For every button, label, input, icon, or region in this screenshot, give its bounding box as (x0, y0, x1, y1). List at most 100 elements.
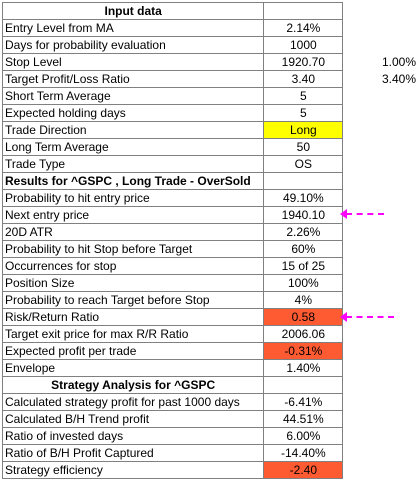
table-row: Expected holding days 5 (1, 104, 419, 122)
cell[interactable] (263, 376, 344, 394)
risk-return-arrow-icon (340, 312, 394, 322)
row-extra[interactable] (343, 37, 419, 54)
expected-profit-value[interactable]: -0.31% (263, 342, 344, 360)
row-extra[interactable] (343, 20, 419, 37)
next-entry-price-value[interactable]: 1940.10 (263, 206, 344, 224)
cell[interactable] (263, 2, 344, 20)
row-extra[interactable] (343, 156, 419, 173)
row-value[interactable]: 2.26% (263, 223, 344, 241)
row-label[interactable]: Probability to reach Target before Stop (1, 291, 265, 309)
row-value[interactable]: 15 of 25 (263, 257, 344, 275)
table-row: Trade Type OS (1, 155, 419, 173)
cell[interactable] (343, 292, 419, 309)
row-value[interactable]: 49.10% (263, 189, 344, 207)
cell[interactable] (343, 360, 419, 377)
table-row: Ratio of B/H Profit Captured -14.40% (1, 444, 419, 462)
table-row: Long Term Average 50 (1, 138, 419, 156)
row-label[interactable]: Entry Level from MA (1, 19, 265, 37)
table-row: Next entry price 1940.10 (1, 206, 419, 224)
table-row: Strategy Analysis for ^GSPC (1, 376, 419, 394)
row-label[interactable]: Probability to hit Stop before Target (1, 240, 265, 258)
row-value[interactable]: 2.14% (263, 19, 344, 37)
row-extra[interactable] (343, 122, 419, 139)
cell[interactable] (343, 377, 419, 394)
table-row: Days for probability evaluation 1000 (1, 36, 419, 54)
row-label[interactable]: Expected profit per trade (1, 342, 265, 360)
row-label[interactable]: Trade Direction (1, 121, 265, 139)
cell[interactable] (263, 172, 344, 190)
row-value[interactable]: 1000 (263, 36, 344, 54)
cell[interactable] (343, 428, 419, 445)
row-label[interactable]: Probability to hit entry price (1, 189, 265, 207)
row-value[interactable]: -14.40% (263, 444, 344, 462)
row-label[interactable]: Target Profit/Loss Ratio (1, 70, 265, 88)
row-label[interactable]: Envelope (1, 359, 265, 377)
cell[interactable] (343, 343, 419, 360)
strategy-efficiency-value[interactable]: -2.40 (263, 461, 344, 479)
row-extra[interactable] (343, 139, 419, 156)
cell[interactable] (343, 326, 419, 343)
row-label[interactable]: Days for probability evaluation (1, 36, 265, 54)
cell[interactable] (343, 173, 419, 190)
row-label[interactable]: Risk/Return Ratio (1, 308, 265, 326)
table-row: Expected profit per trade -0.31% (1, 342, 419, 360)
row-value[interactable]: 5 (263, 104, 344, 122)
row-value[interactable]: OS (263, 155, 344, 173)
row-label[interactable]: Stop Level (1, 53, 265, 71)
row-value[interactable]: -6.41% (263, 393, 344, 411)
row-value[interactable]: 4% (263, 291, 344, 309)
row-label[interactable]: Expected holding days (1, 104, 265, 122)
results-header[interactable]: Results for ^GSPC , Long Trade - OverSol… (1, 172, 265, 190)
row-label[interactable]: Calculated strategy profit for past 1000… (1, 393, 265, 411)
row-value[interactable]: 44.51% (263, 410, 344, 428)
row-value[interactable]: 3.40 (263, 70, 344, 88)
cell[interactable] (343, 411, 419, 428)
trade-direction-value[interactable]: Long (263, 121, 344, 139)
row-value[interactable]: 50 (263, 138, 344, 156)
row-label[interactable]: Calculated B/H Trend profit (1, 410, 265, 428)
row-value[interactable]: 1920.70 (263, 53, 344, 71)
row-value[interactable]: 60% (263, 240, 344, 258)
row-value[interactable]: 5 (263, 87, 344, 105)
table-row: Ratio of invested days 6.00% (1, 427, 419, 445)
row-label[interactable]: Occurrences for stop (1, 257, 265, 275)
table-row: Probability to hit Stop before Target 60… (1, 240, 419, 258)
row-label[interactable]: Short Term Average (1, 87, 265, 105)
row-value[interactable]: 6.00% (263, 427, 344, 445)
cell[interactable] (343, 224, 419, 241)
row-value[interactable]: 1.40% (263, 359, 344, 377)
cell[interactable] (343, 275, 419, 292)
table-row: Short Term Average 5 (1, 87, 419, 105)
cell[interactable] (343, 241, 419, 258)
table-row: Risk/Return Ratio 0.58 (1, 308, 419, 326)
row-value[interactable]: 2006.06 (263, 325, 344, 343)
cell[interactable] (343, 445, 419, 462)
row-extra[interactable] (343, 105, 419, 122)
cell[interactable] (343, 462, 419, 479)
risk-return-value[interactable]: 0.58 (263, 308, 344, 326)
row-label[interactable]: Ratio of B/H Profit Captured (1, 444, 265, 462)
cell[interactable] (343, 3, 419, 20)
input-data-header[interactable]: Input data (1, 2, 265, 20)
row-value[interactable]: 100% (263, 274, 344, 292)
table-row: Target exit price for max R/R Ratio 2006… (1, 325, 419, 343)
row-label[interactable]: 20D ATR (1, 223, 265, 241)
table-row: Envelope 1.40% (1, 359, 419, 377)
cell[interactable] (343, 207, 419, 224)
row-label[interactable]: Trade Type (1, 155, 265, 173)
stop-level-percent[interactable]: 1.00% (381, 54, 416, 69)
row-label[interactable]: Next entry price (1, 206, 265, 224)
row-label[interactable]: Position Size (1, 274, 265, 292)
row-label[interactable]: Target exit price for max R/R Ratio (1, 325, 265, 343)
target-percent[interactable]: 3.40% (381, 71, 416, 86)
row-label[interactable]: Strategy efficiency (1, 461, 265, 479)
row-label[interactable]: Ratio of invested days (1, 427, 265, 445)
table-row: Occurrences for stop 15 of 25 (1, 257, 419, 275)
cell[interactable] (343, 394, 419, 411)
strategy-header[interactable]: Strategy Analysis for ^GSPC (1, 376, 265, 394)
cell[interactable] (343, 258, 419, 275)
row-extra[interactable] (343, 88, 419, 105)
cell[interactable] (343, 190, 419, 207)
row-label[interactable]: Long Term Average (1, 138, 265, 156)
